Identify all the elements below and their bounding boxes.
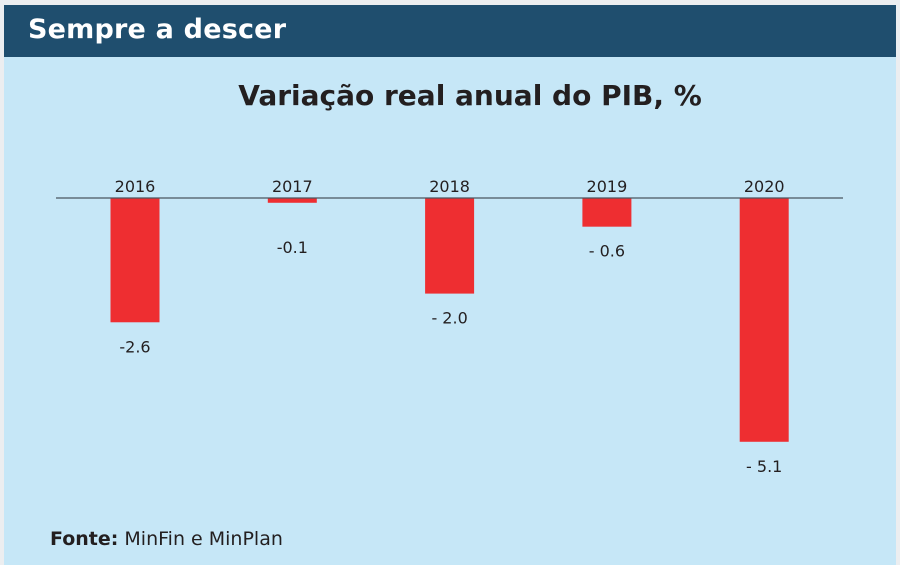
category-label-2019: 2019: [587, 177, 628, 196]
category-label-2018: 2018: [429, 177, 470, 196]
labels-group: 2016 -2.6 2017 -0.1 2018 - 2.0 2019 - 0.6 2020 - …: [115, 177, 785, 476]
value-label-2018: - 2.0: [431, 309, 467, 328]
source-text: MinFin e MinPlan: [124, 528, 283, 550]
source-label: Fonte:: [50, 528, 119, 550]
source-note: Fonte: MinFin e MinPlan: [50, 528, 283, 550]
category-label-2020: 2020: [744, 177, 785, 196]
bar-2020: [739, 198, 789, 442]
bar-2016: [110, 198, 160, 323]
header-bar: Sempre a descer: [4, 5, 896, 57]
bar-2018: [425, 198, 475, 294]
chart-title: Variação real anual do PIB, %: [238, 79, 702, 112]
value-label-2017: -0.1: [277, 238, 308, 257]
bars-group: [110, 198, 789, 442]
value-label-2020: - 5.1: [746, 457, 782, 476]
value-label-2016: -2.6: [119, 337, 150, 356]
category-label-2016: 2016: [115, 177, 156, 196]
bar-2019: [582, 198, 632, 227]
value-label-2019: - 0.6: [589, 242, 625, 261]
bar-2017: [267, 198, 317, 203]
header-title: Sempre a descer: [28, 14, 287, 45]
category-label-2017: 2017: [272, 177, 313, 196]
